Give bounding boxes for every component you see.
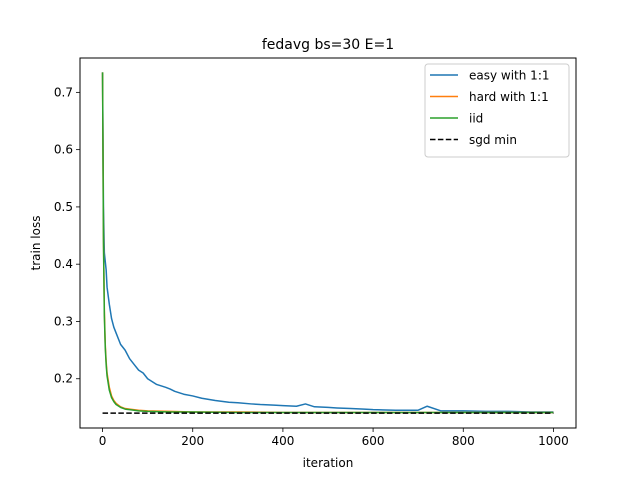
legend-label-0: easy with 1:1 xyxy=(469,69,550,83)
y-axis-label: train loss xyxy=(29,216,43,271)
x-tick-label: 800 xyxy=(452,434,475,448)
x-tick-label: 1000 xyxy=(538,434,569,448)
legend-label-2: iid xyxy=(469,112,483,126)
axes-frame xyxy=(79,57,577,429)
legend: easy with 1:1 hard with 1:1 iid sgd min xyxy=(424,63,570,158)
y-tick-label: 0.7 xyxy=(54,85,73,99)
x-tick-label: 400 xyxy=(271,434,294,448)
y-tick-label: 0.2 xyxy=(54,372,73,386)
legend-box xyxy=(424,63,570,158)
legend-label-3: sgd min xyxy=(469,133,517,147)
y-tick-label: 0.5 xyxy=(54,200,73,214)
y-tick-label: 0.4 xyxy=(54,257,73,271)
x-axis-label: iteration xyxy=(303,456,354,470)
x-tick-label: 600 xyxy=(362,434,385,448)
y-tick-label: 0.6 xyxy=(54,143,73,157)
x-tick-label: 200 xyxy=(181,434,204,448)
chart-title: fedavg bs=30 E=1 xyxy=(262,37,394,53)
y-tick-label: 0.3 xyxy=(54,314,73,328)
series-line-0 xyxy=(101,72,554,413)
x-tick-label: 0 xyxy=(99,434,107,448)
legend-label-1: hard with 1:1 xyxy=(469,90,549,104)
